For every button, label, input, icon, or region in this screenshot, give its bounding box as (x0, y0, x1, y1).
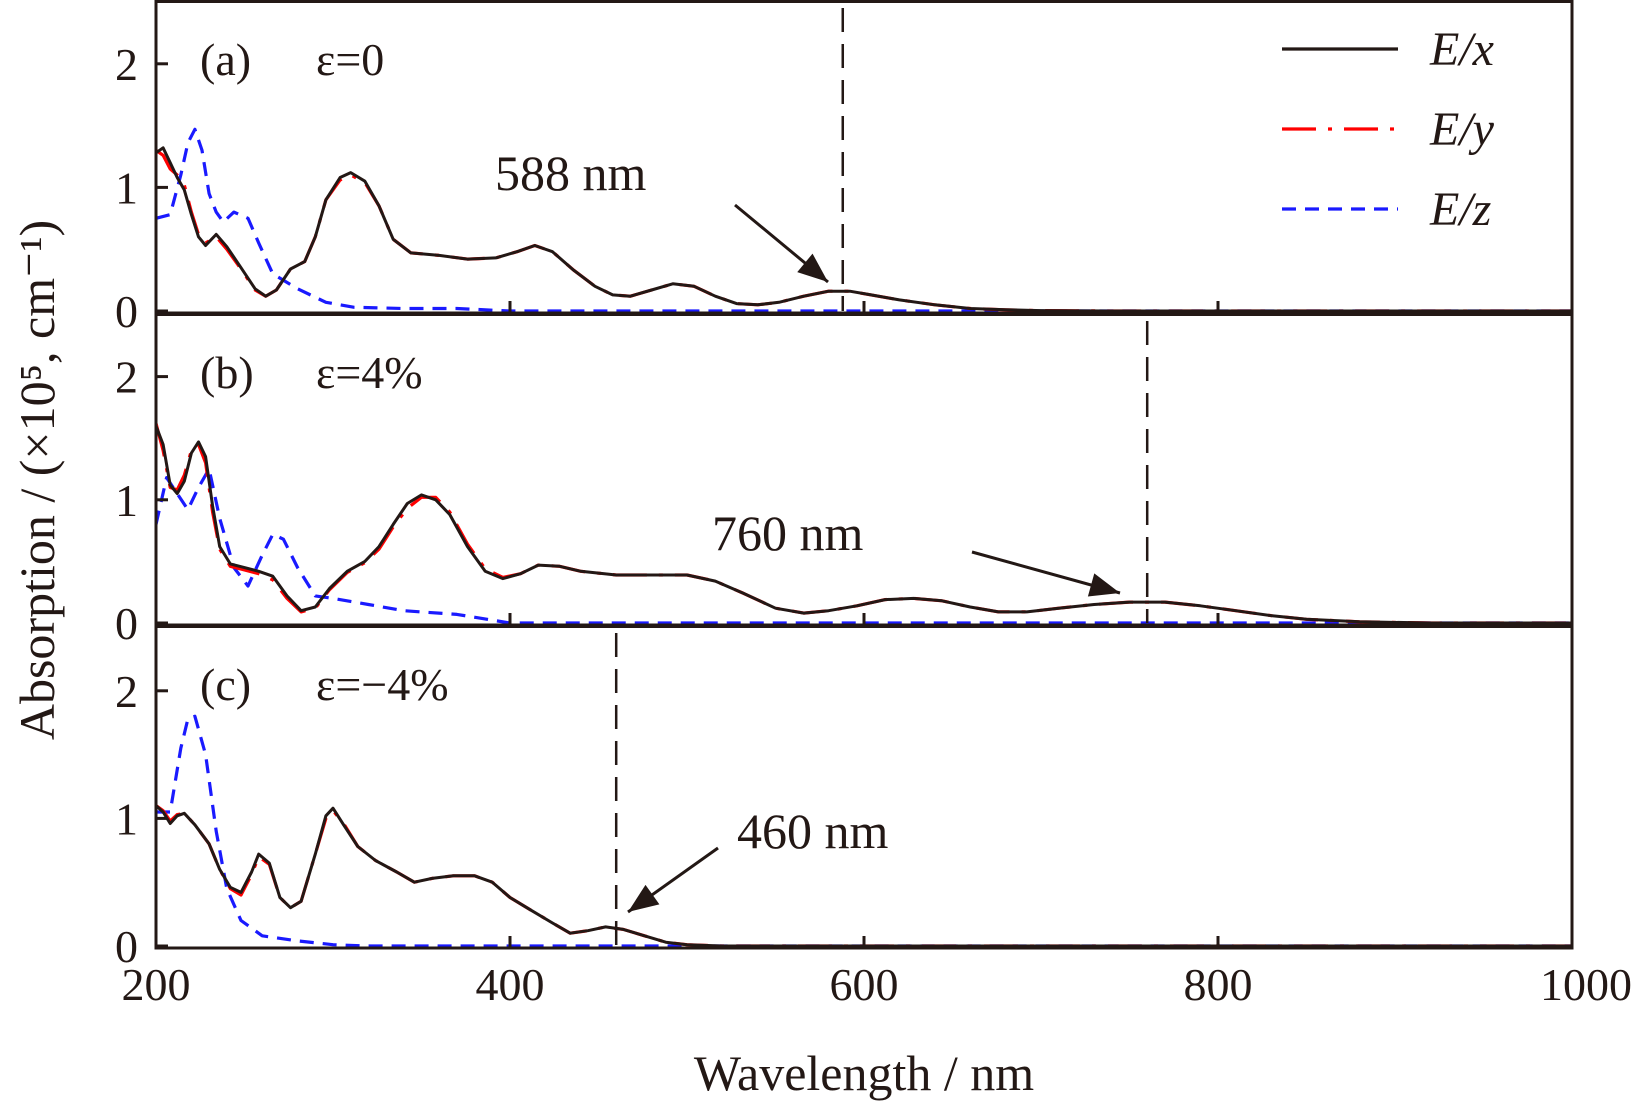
y-tick-label: 0 (115, 598, 138, 649)
panel-2-series (156, 714, 1572, 948)
panel-strain-2: ε=−4% (316, 659, 449, 710)
x-tick-label: 400 (476, 959, 545, 1010)
panel-tag-1: (b) (200, 347, 254, 398)
peak-annotation-2: 460 nm (737, 803, 889, 859)
series-line-ex-panel-2 (156, 804, 1572, 948)
series-line-ez-panel-2 (156, 714, 1572, 948)
y-tick-label: 2 (115, 666, 138, 717)
annotation-arrow-head-0 (797, 253, 828, 282)
y-tick-label: 0 (115, 286, 138, 337)
y-tick-label: 0 (115, 921, 138, 972)
series-line-ey-panel-0 (156, 148, 1572, 313)
series-line-ez-panel-0 (156, 127, 1572, 313)
y-tick-label: 1 (115, 162, 138, 213)
annotation-arrow-head-2 (628, 884, 660, 912)
panel-tag-2: (c) (200, 659, 251, 710)
x-tick-label: 200 (122, 959, 191, 1010)
peak-annotation-1: 760 nm (712, 505, 864, 561)
legend-label-ey: E/y (1429, 103, 1495, 156)
panel-1-series (156, 422, 1572, 625)
y-tick-label: 1 (115, 793, 138, 844)
legend-label-ez: E/z (1429, 183, 1492, 236)
y-axis-label: Absorption / (×10⁵, cm⁻¹) (9, 220, 65, 740)
series-line-ez-panel-1 (156, 467, 1572, 625)
series-line-ey-panel-1 (156, 422, 1572, 625)
axes-layer (154, 0, 1574, 950)
annotation-arrow-head-1 (1087, 573, 1120, 597)
peak-annotation-0: 588 nm (495, 145, 647, 201)
series-line-ex-panel-0 (156, 146, 1572, 313)
x-tick-label: 600 (830, 959, 899, 1010)
series-layer (156, 127, 1572, 948)
series-line-ex-panel-1 (156, 425, 1572, 625)
y-tick-label: 2 (115, 39, 138, 90)
panel-strain-0: ε=0 (316, 34, 384, 85)
marker-layer (614, 8, 1149, 946)
panel-0-series (156, 127, 1572, 313)
x-tick-label: 1000 (1540, 959, 1632, 1010)
y-tick-label: 1 (115, 475, 138, 526)
panel-frame-2 (154, 625, 1574, 950)
y-tick-label: 2 (115, 352, 138, 403)
text-layer: (a) ε=0 0 1 2 (b) ε=4% 0 1 2 (c) ε=−4% 0 1 2 588 nm 760 … (9, 23, 1632, 1101)
x-tick-label: 800 (1184, 959, 1253, 1010)
x-axis-label: Wavelength / nm (694, 1045, 1034, 1101)
legend-label-ex: E/x (1429, 23, 1494, 76)
panel-strain-1: ε=4% (316, 347, 423, 398)
panel-tag-0: (a) (200, 34, 251, 85)
